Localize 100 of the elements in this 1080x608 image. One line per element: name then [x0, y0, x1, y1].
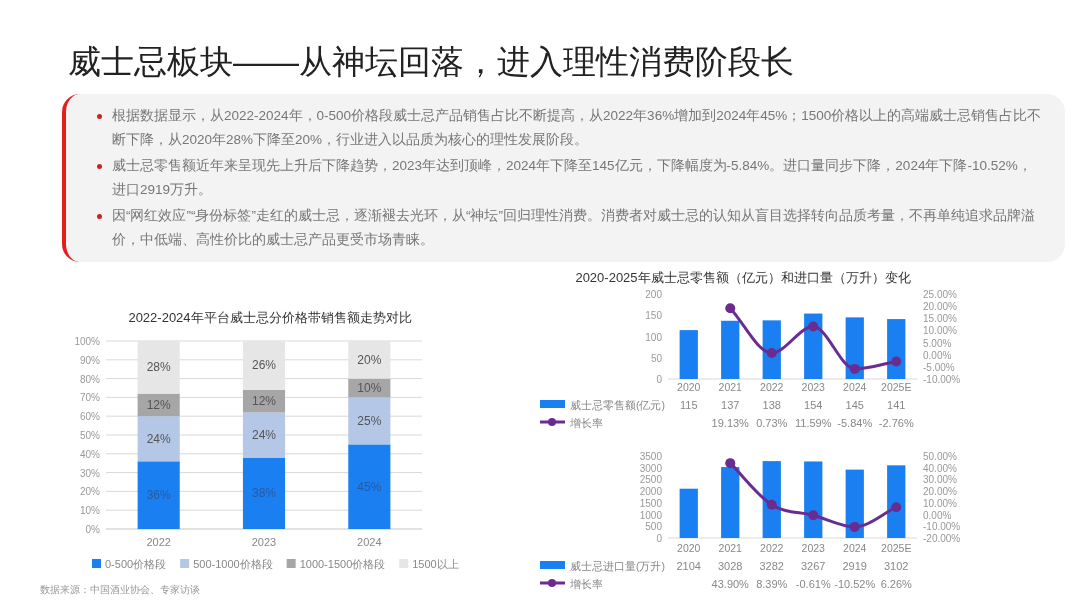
x-tick-label: 2021 — [718, 542, 743, 554]
bar — [721, 320, 740, 379]
bar — [804, 461, 823, 538]
point — [849, 363, 860, 374]
bar — [137, 461, 180, 529]
data-label: 25% — [357, 413, 382, 428]
data-label: 20% — [357, 352, 382, 367]
data-label: 26% — [251, 358, 277, 373]
chart-title: 2022-2024年平台威士忌分价格带销售额走势对比 — [128, 310, 412, 325]
data-label: 145 — [845, 399, 864, 411]
legend-label: 0-500价格段 — [105, 558, 167, 570]
data-label: 24% — [251, 428, 277, 442]
y-tick-label: 50 — [650, 352, 663, 364]
bar — [762, 461, 781, 538]
data-label: 43.90% — [711, 578, 750, 590]
data-label: 2104 — [676, 560, 701, 572]
data-label: 3102 — [884, 560, 909, 572]
x-tick-label: 2020 — [677, 542, 701, 554]
point — [891, 356, 902, 367]
legend-label: 增长率 — [569, 578, 603, 590]
bar — [242, 341, 286, 390]
y-tick-label: 40% — [79, 448, 101, 460]
y2-tick-label: 10.00% — [923, 325, 958, 337]
bar — [845, 317, 864, 379]
data-label: 138 — [762, 399, 781, 411]
data-label: 3028 — [718, 560, 743, 572]
point — [808, 510, 819, 521]
y2-tick-label: 5.00% — [923, 337, 952, 349]
x-tick-label: 2024 — [843, 381, 867, 393]
x-tick-label: 2024 — [357, 536, 382, 548]
y-tick-label: 200 — [645, 289, 663, 300]
x-tick-label: 2022 — [760, 381, 784, 393]
y-tick-label: 0 — [656, 374, 663, 385]
point — [725, 458, 736, 469]
y-tick-label: 70% — [79, 392, 101, 404]
data-label: 24% — [146, 431, 171, 446]
bar — [721, 467, 740, 538]
bar — [137, 416, 180, 462]
data-label: 11.59% — [795, 417, 832, 429]
x-tick-label: 2020 — [677, 381, 701, 393]
bar — [137, 341, 180, 394]
data-label: 2919 — [842, 560, 867, 572]
x-tick-label: 2023 — [251, 536, 277, 548]
y-tick-label: 0% — [85, 524, 101, 535]
y-tick-label: 50% — [79, 430, 101, 441]
y-tick-label: 3500 — [639, 451, 663, 462]
y-tick-label: 1000 — [639, 509, 663, 521]
data-label: 115 — [679, 399, 698, 411]
data-label: 154 — [804, 399, 823, 411]
y-tick-label: 60% — [79, 411, 101, 423]
y-tick-label: 3000 — [639, 462, 663, 474]
bar — [887, 465, 906, 538]
data-label: 28% — [146, 360, 171, 375]
data-label: 12% — [146, 397, 171, 412]
data-label: 3282 — [759, 560, 784, 572]
x-tick-label: 2021 — [718, 381, 743, 393]
y2-tick-label: -10.00% — [923, 521, 961, 533]
y2-tick-label: 20.00% — [923, 486, 958, 498]
y2-tick-label: 50.00% — [923, 451, 958, 462]
y-tick-label: 0 — [656, 533, 663, 544]
bar — [887, 319, 906, 379]
bar — [348, 341, 391, 379]
data-label: 3267 — [801, 560, 826, 572]
legend-label: 增长率 — [569, 417, 603, 429]
bar — [242, 412, 286, 458]
point — [766, 347, 777, 358]
data-label: -5.84% — [837, 417, 873, 429]
text: 威士忌零售额近年来呈现先上升后下降趋势，2023年达到顶峰，2024年下降至145亿元，下降幅度为-5.84%。进口量同步下降，2024年下降-10.52%，进口2919万升。 — [112, 158, 1032, 197]
bar — [762, 320, 781, 379]
y2-tick-label: 30.00% — [923, 474, 958, 486]
data-label: 0.73% — [756, 417, 788, 429]
y2-tick-label: 15.00% — [923, 313, 958, 325]
y2-tick-label: -5.00% — [923, 361, 955, 373]
bar — [679, 488, 698, 538]
x-tick-label: 2023 — [801, 542, 826, 554]
text: 根据数据显示，从2022-2024年，0-500价格段威士忌产品销售占比不断提高，从2022年36%增加到2024年45%；1500价格以上的高端威士忌销售占比不断下降，从2020年28%下降至20%，行业进入以品质为核心的理性发展阶段。 — [112, 108, 1042, 147]
bar — [679, 330, 698, 379]
y-tick-label: 1500 — [639, 497, 663, 509]
y-tick-label: 30% — [79, 467, 101, 479]
point — [808, 321, 819, 332]
data-label: 10% — [357, 381, 382, 395]
bar — [845, 469, 864, 538]
legend-label: 威士忌进口量(万升) — [570, 560, 665, 572]
source-note: 数据来源：中国酒业协会、专家访谈 — [40, 584, 200, 595]
data-label: 19.13% — [711, 417, 750, 429]
x-tick-label: 2023 — [801, 381, 826, 393]
y-tick-label: 20% — [79, 486, 101, 498]
y2-tick-label: 40.00% — [923, 462, 958, 474]
data-label: -0.61% — [795, 578, 831, 590]
x-tick-label: 2025E — [881, 381, 912, 393]
data-label: 38% — [251, 486, 277, 501]
x-tick-label: 2022 — [760, 542, 784, 554]
y2-tick-label: -10.00% — [923, 374, 961, 385]
bar — [348, 397, 391, 445]
y-tick-label: 90% — [79, 354, 101, 366]
bar — [804, 313, 823, 379]
point — [766, 499, 777, 510]
legend-label: 威士忌零售额(亿元) — [570, 399, 665, 411]
y-tick-label: 2000 — [639, 486, 663, 498]
x-tick-label: 2022 — [146, 536, 171, 548]
